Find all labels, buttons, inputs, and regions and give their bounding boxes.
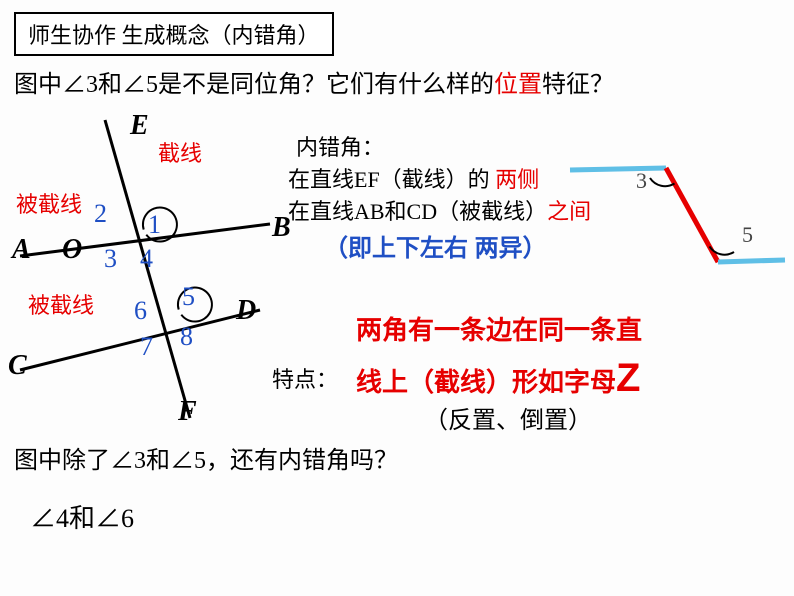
jiexian-label: 截线: [158, 136, 202, 168]
num-1: 1: [148, 210, 161, 240]
line2: 在直线AB和CD（被截线）之间: [288, 194, 591, 226]
question-1: 图中∠3和∠5是不是同位角？它们有什么样的位置特征？: [14, 64, 614, 99]
note-blue: （即上下左右 两异）: [324, 228, 547, 263]
num-5: 5: [182, 282, 195, 312]
num-3: 3: [104, 244, 117, 274]
label-C: C: [8, 350, 27, 382]
z-top: [570, 168, 666, 170]
z-num-3: 3: [636, 168, 647, 194]
feature-line3: （反置、倒置）: [424, 400, 592, 435]
z-bot: [718, 260, 785, 262]
num-7: 7: [140, 332, 153, 362]
title-box: 师生协作 生成概念（内错角）: [14, 12, 334, 56]
line1: 在直线EF（截线）的 两侧: [288, 162, 539, 194]
answer: ∠4和∠6: [30, 498, 134, 535]
label-O: O: [62, 234, 82, 266]
feature-line2: 线上（截线）形如字母Z: [356, 356, 640, 401]
heading-right: 内错角：: [296, 130, 384, 162]
question-2: 图中除了∠3和∠5，还有内错角吗？: [14, 440, 398, 475]
num-2: 2: [94, 199, 107, 229]
num-4: 4: [140, 244, 153, 274]
label-D: D: [236, 295, 256, 327]
feature-label: 特点：: [272, 362, 338, 394]
label-E: E: [130, 110, 149, 142]
label-F: F: [178, 396, 197, 428]
beijiexian-1: 被截线: [16, 187, 82, 219]
num-8: 8: [180, 322, 193, 352]
feature-line1: 两角有一条边在同一条直: [356, 310, 642, 347]
z-num-5: 5: [742, 222, 753, 248]
beijiexian-2: 被截线: [28, 288, 94, 320]
num-6: 6: [134, 296, 147, 326]
label-A: A: [12, 234, 31, 266]
